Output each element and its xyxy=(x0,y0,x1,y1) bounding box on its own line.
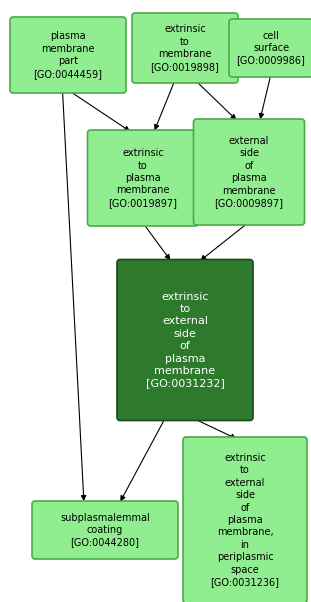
Text: cell
surface
[GO:0009986]: cell surface [GO:0009986] xyxy=(237,31,305,66)
Text: plasma
membrane
part
[GO:0044459]: plasma membrane part [GO:0044459] xyxy=(34,31,103,79)
Text: extrinsic
to
external
side
of
plasma
membrane,
in
periplasmic
space
[GO:0031236]: extrinsic to external side of plasma mem… xyxy=(211,453,280,587)
FancyBboxPatch shape xyxy=(10,17,126,93)
Text: extrinsic
to
external
side
of
plasma
membrane
[GO:0031232]: extrinsic to external side of plasma mem… xyxy=(146,291,225,388)
FancyBboxPatch shape xyxy=(132,13,238,83)
Text: subplasmalemmal
coating
[GO:0044280]: subplasmalemmal coating [GO:0044280] xyxy=(60,512,150,547)
Text: extrinsic
to
membrane
[GO:0019898]: extrinsic to membrane [GO:0019898] xyxy=(151,25,220,72)
Text: external
side
of
plasma
membrane
[GO:0009897]: external side of plasma membrane [GO:000… xyxy=(215,136,284,208)
Text: extrinsic
to
plasma
membrane
[GO:0019897]: extrinsic to plasma membrane [GO:0019897… xyxy=(109,148,178,208)
FancyBboxPatch shape xyxy=(193,119,304,225)
FancyBboxPatch shape xyxy=(183,437,307,602)
FancyBboxPatch shape xyxy=(229,19,311,77)
FancyBboxPatch shape xyxy=(87,130,198,226)
FancyBboxPatch shape xyxy=(32,501,178,559)
FancyBboxPatch shape xyxy=(117,259,253,421)
